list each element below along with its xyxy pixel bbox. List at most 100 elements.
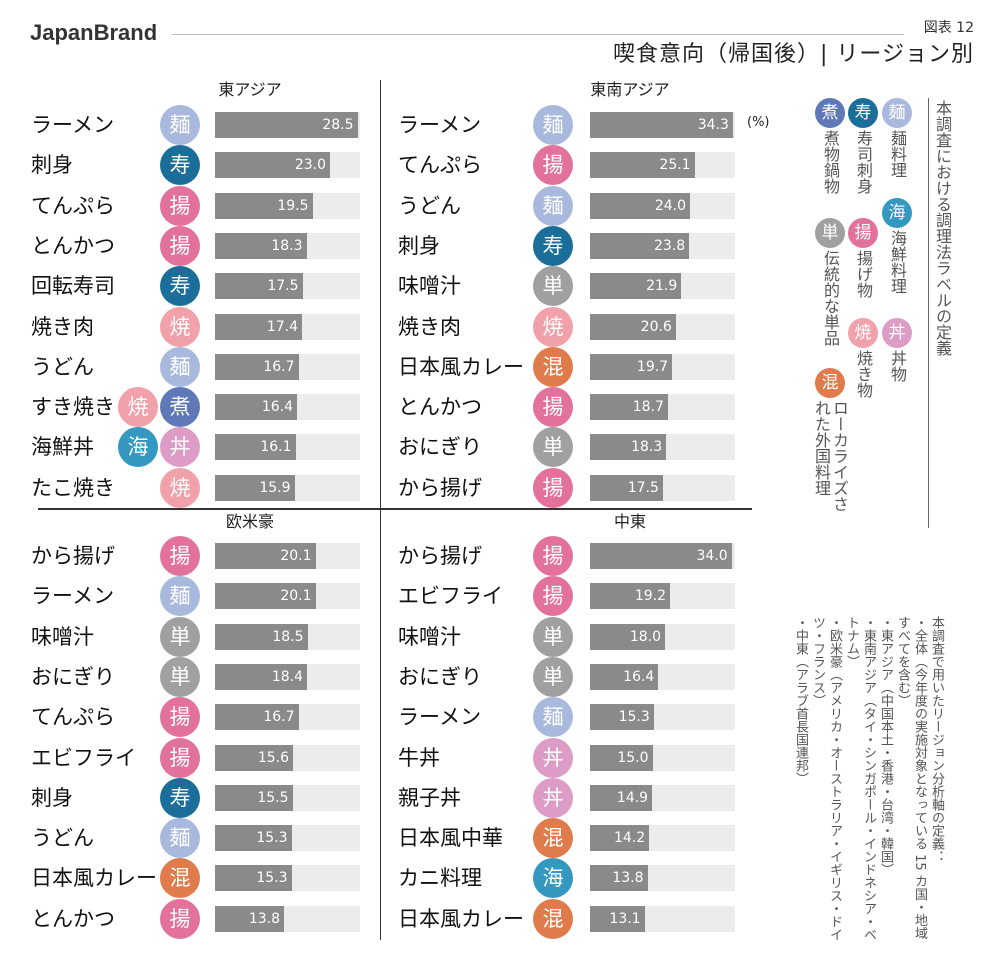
bar	[590, 394, 668, 421]
value-label: 16.4	[623, 668, 655, 685]
category-label: 味噌汁	[31, 624, 94, 649]
category-label: から揚げ	[31, 544, 115, 568]
bar	[215, 112, 358, 138]
value-label: 13.1	[609, 910, 641, 927]
cooking-badge-焼-icon: 焼	[160, 467, 200, 508]
bar	[215, 663, 307, 690]
legend-badge-icon: 混	[815, 368, 845, 398]
category-label: とんかつ	[31, 233, 115, 258]
cooking-badge-揚-icon: 揚	[533, 536, 573, 576]
cooking-badge-麺-icon: 麺	[533, 105, 573, 145]
cooking-badge-丼-icon: 丼	[533, 737, 573, 778]
value-label: 23.8	[653, 237, 686, 254]
value-label: 15.3	[618, 709, 650, 726]
bar	[590, 623, 665, 650]
value-label: 28.5	[322, 117, 354, 133]
value-label: 19.2	[634, 588, 666, 605]
cooking-badge-寿-icon: 寿	[160, 777, 200, 818]
value-label: 16.7	[263, 358, 295, 375]
cooking-badge-揚-icon: 揚	[160, 737, 200, 778]
value-label: 19.7	[636, 358, 669, 375]
cooking-badge-単-icon: 単	[160, 616, 200, 657]
cooking-badge-単-icon: 単	[160, 656, 200, 697]
category-label: おにぎり	[398, 435, 482, 460]
bar	[590, 865, 648, 892]
cooking-badge-海-icon: 海	[533, 858, 573, 899]
value-label: 34.3	[697, 117, 729, 133]
legend-item: 煮煮物鍋物	[810, 98, 850, 194]
figure-number: 図表 12	[923, 20, 974, 36]
category-label: 刺身	[398, 233, 440, 258]
cooking-badge-揚-icon: 揚	[160, 898, 200, 939]
bar	[590, 905, 645, 932]
category-label: すき焼き	[31, 395, 115, 420]
bar	[215, 232, 307, 259]
legend-label: 焼き物	[854, 350, 873, 398]
cooking-badge-海-icon: 海	[118, 427, 158, 468]
legend-badge-icon: 麺	[882, 98, 912, 128]
value-label: 17.5	[267, 278, 299, 295]
cooking-badge-混-icon: 混	[533, 818, 573, 859]
category-label: から揚げ	[398, 544, 482, 568]
category-label: エビフライ	[398, 584, 503, 609]
value-label: 16.4	[261, 399, 293, 416]
legend-badge-icon: 海	[882, 198, 912, 228]
cooking-badge-寿-icon: 寿	[160, 266, 200, 307]
category-label: おにぎり	[398, 664, 482, 689]
value-label: 34.0	[696, 548, 728, 564]
value-label: 23.0	[294, 157, 326, 174]
category-label: ラーメン	[31, 113, 115, 137]
category-label: てんぷら	[31, 705, 115, 730]
bar	[590, 232, 690, 259]
value-label: 20.6	[640, 318, 672, 335]
cooking-badge-丼-icon: 丼	[160, 427, 200, 468]
value-label: 15.5	[257, 789, 289, 806]
bar	[590, 663, 659, 690]
category-label: 刺身	[31, 785, 73, 810]
value-label: 18.0	[629, 628, 661, 645]
cooking-badge-丼-icon: 丼	[533, 777, 573, 818]
category-label: 牛丼	[398, 745, 440, 770]
category-label: 日本風中華	[398, 826, 503, 851]
category-label: 焼き肉	[398, 314, 461, 339]
category-label: うどん	[31, 826, 94, 851]
legend-badge-icon: 煮	[815, 98, 845, 128]
value-label: 13.8	[612, 870, 644, 887]
cooking-badge-麺-icon: 麺	[160, 105, 200, 145]
cooking-badge-麺-icon: 麺	[160, 576, 200, 617]
bar	[215, 623, 308, 650]
bar	[590, 704, 654, 731]
cooking-badge-揚-icon: 揚	[533, 576, 573, 617]
category-label: 日本風カレー	[398, 354, 524, 379]
bar	[215, 784, 293, 811]
value-label: 18.5	[272, 628, 304, 645]
panel-title: 東アジア	[218, 80, 282, 99]
note-item: ・東南アジア（タイ・シンガポール・インドネシア・ベトナム）	[844, 616, 876, 941]
bar	[590, 825, 650, 852]
cooking-badge-混-icon: 混	[160, 858, 200, 899]
value-label: 21.9	[646, 278, 678, 295]
value-label: 16.1	[260, 439, 292, 456]
value-label: 16.7	[263, 709, 295, 726]
legend-badge-icon: 単	[815, 218, 845, 248]
value-label: 20.1	[280, 588, 312, 605]
value-label: 19.5	[277, 197, 309, 214]
cooking-badge-麺-icon: 麺	[160, 346, 200, 387]
note-item: ・欧米豪（アメリカ・オーストラリア・イギリス・ドイツ・フランス）	[810, 616, 842, 941]
bar	[215, 905, 284, 932]
legend-badge-icon: 丼	[882, 318, 912, 348]
value-label: 15.3	[256, 830, 288, 847]
value-label: 15.9	[259, 479, 291, 496]
bar	[215, 704, 299, 731]
legend-label: 煮物鍋物	[821, 130, 840, 194]
bar	[590, 273, 682, 300]
chart-title: 喫食意向（帰国後）| リージョン別	[613, 42, 974, 67]
cooking-badge-麺-icon: 麺	[533, 697, 573, 738]
cooking-badge-単-icon: 単	[533, 266, 573, 307]
legend-item: 寿寿司刺身	[843, 98, 883, 194]
panel-title: 東南アジア	[590, 80, 670, 99]
bar	[590, 543, 732, 569]
note-item: ・中東（アラブ首長国連邦）	[793, 616, 808, 785]
cooking-badge-揚-icon: 揚	[533, 467, 573, 508]
